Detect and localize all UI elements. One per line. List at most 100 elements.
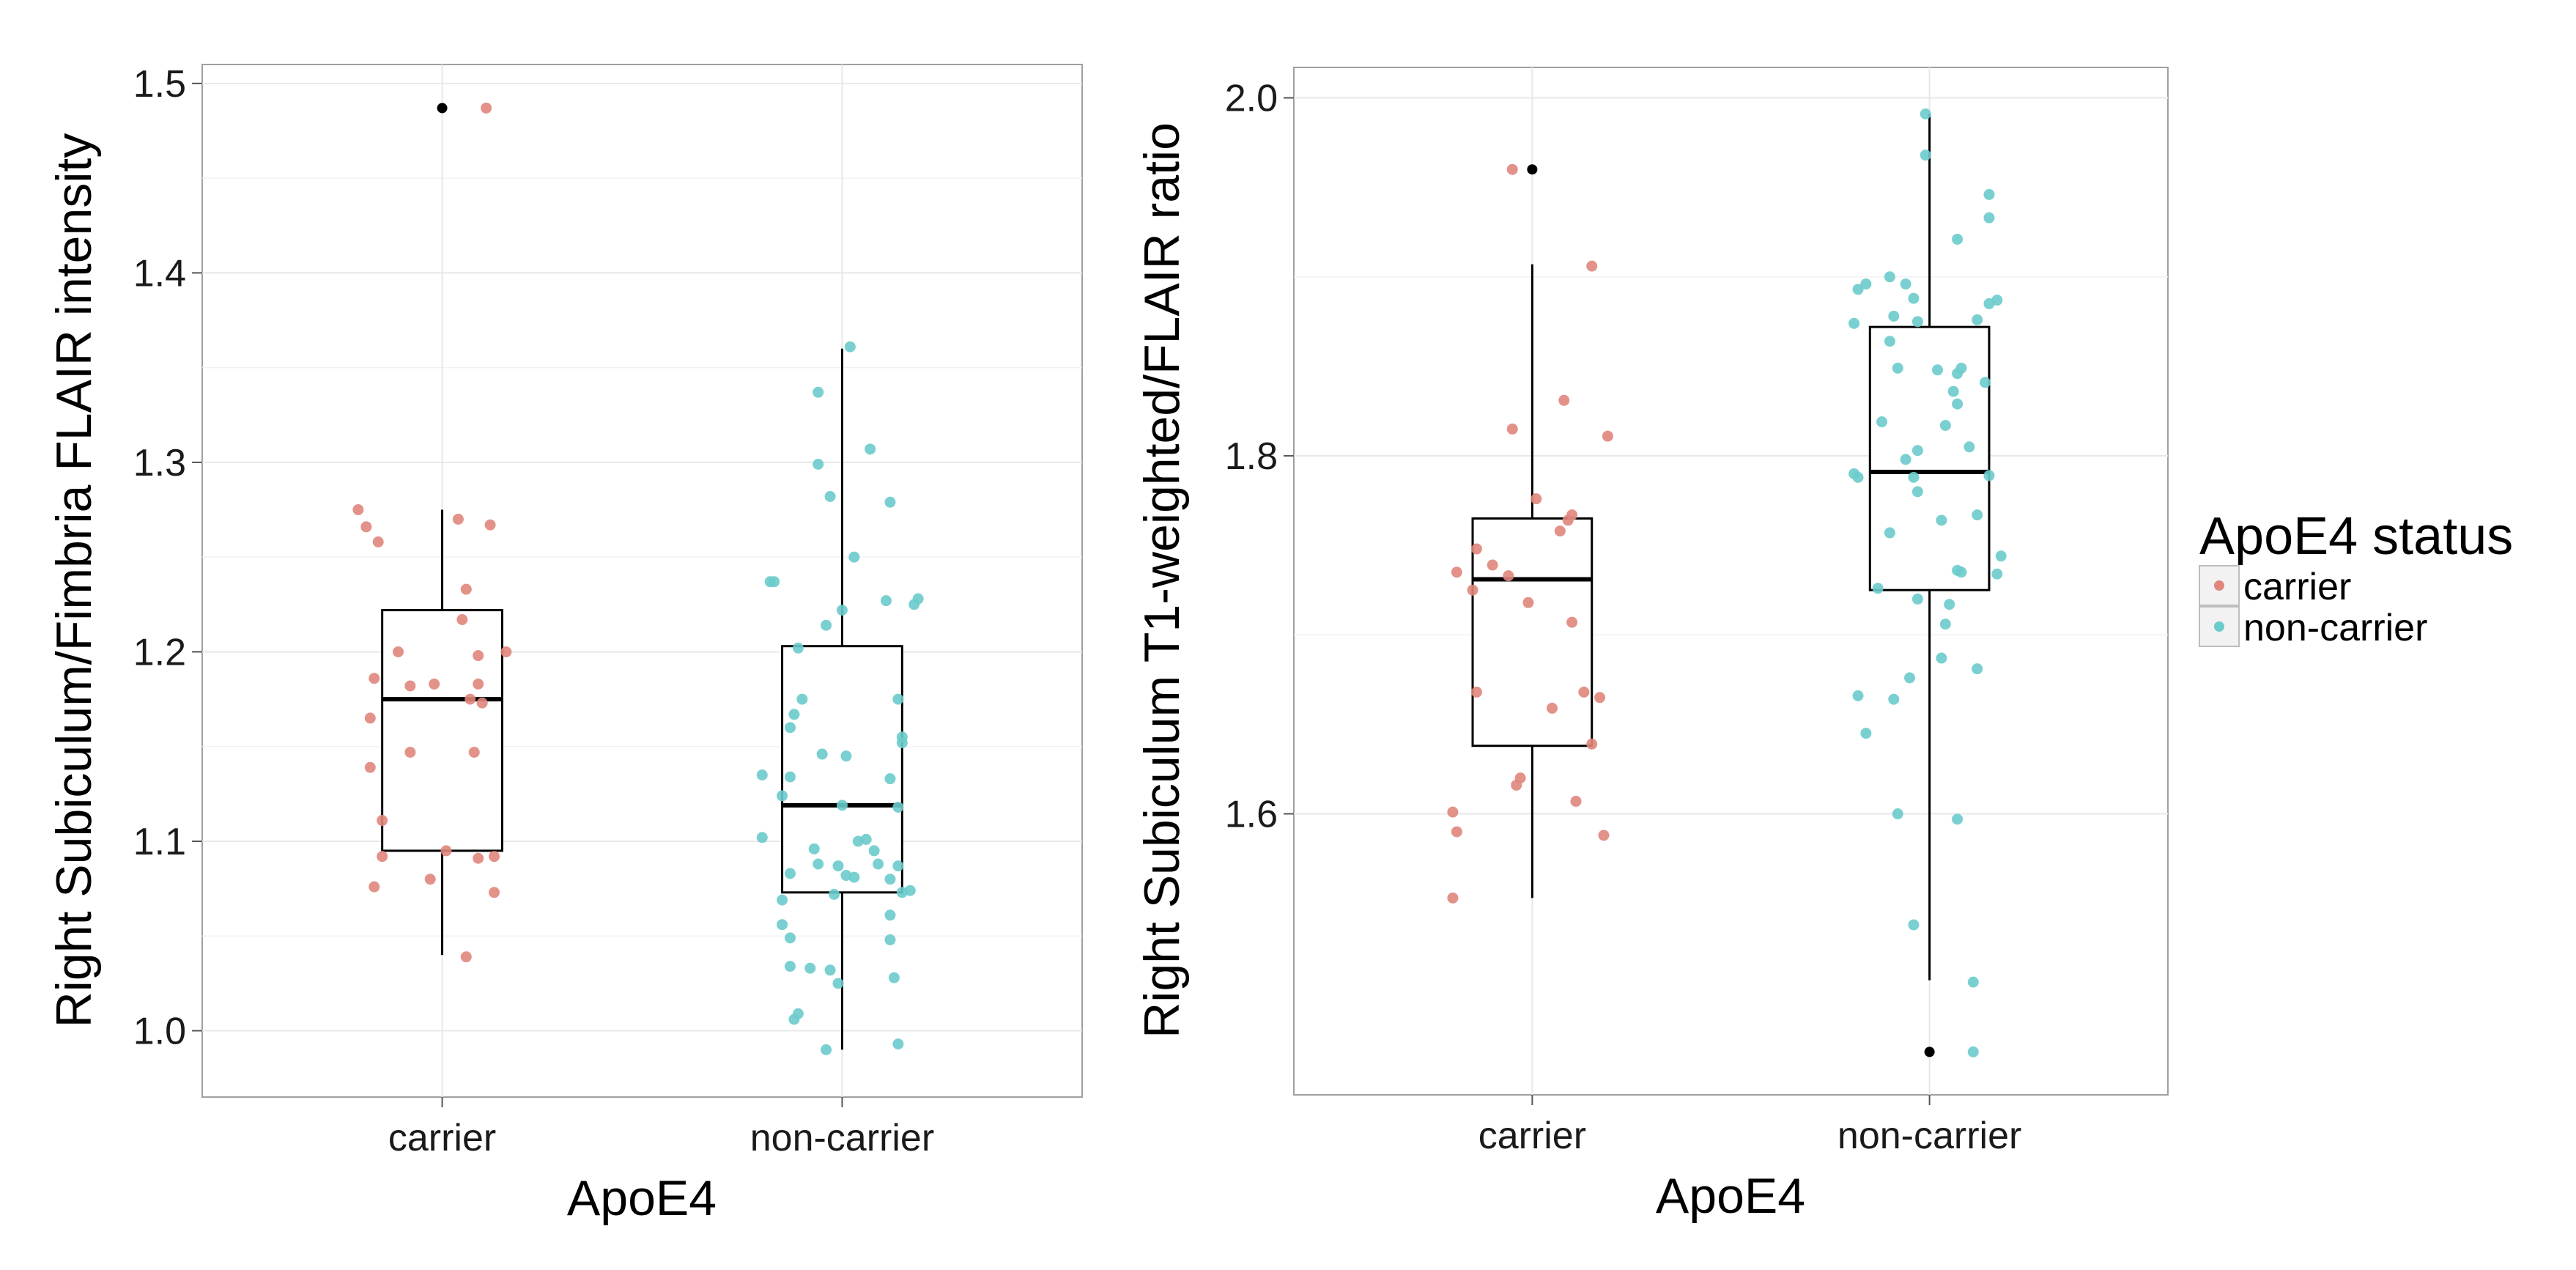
left-point-non-carrier	[832, 860, 844, 872]
left-point-carrier	[364, 712, 376, 724]
right-x-axis: carrier non-carrier	[1478, 1095, 2021, 1157]
left-box-non-carrier	[781, 645, 903, 894]
left-point-non-carrier	[868, 845, 880, 857]
left-point-carrier	[369, 881, 380, 893]
right-point-non-carrier	[1848, 317, 1860, 329]
left-y-tick-label: 1.2	[133, 631, 186, 673]
left-point-carrier	[489, 887, 500, 898]
left-point-non-carrier	[788, 1014, 800, 1025]
right-point-carrier	[1511, 779, 1522, 791]
left-point-carrier	[369, 673, 380, 684]
left-point-carrier	[404, 680, 416, 692]
right-point-carrier	[1447, 892, 1459, 904]
right-point-carrier	[1522, 597, 1534, 608]
left-point-non-carrier	[808, 843, 820, 854]
right-point-non-carrier	[1852, 471, 1864, 483]
left-y-tick-label: 1.3	[133, 442, 186, 484]
right-point-carrier	[1602, 430, 1613, 442]
left-point-non-carrier	[777, 894, 788, 906]
right-point-carrier	[1586, 260, 1598, 272]
right-gridlines	[1294, 67, 2168, 1095]
right-point-non-carrier	[1952, 398, 1964, 410]
left-point-non-carrier	[792, 642, 804, 654]
right-point-carrier	[1562, 514, 1574, 526]
left-point-carrier	[465, 693, 476, 705]
legend-label-non-carrier: non-carrier	[2243, 607, 2427, 649]
right-point-carrier	[1531, 493, 1542, 505]
right-point-non-carrier	[1955, 566, 1967, 578]
right-x-axis-title: ApoE4	[1656, 1168, 1805, 1224]
left-point-carrier	[460, 951, 472, 963]
legend-swatch-carrier	[2214, 580, 2224, 591]
right-y-axis-title: Right Subiculum T1-weighted/FLAIR ratio	[1134, 122, 1190, 1038]
left-point-carrier	[392, 646, 404, 657]
right-point-non-carrier	[1860, 278, 1872, 290]
left-point-non-carrier	[829, 888, 840, 900]
legend-item-non-carrier: non-carrier	[2199, 606, 2427, 649]
right-y-tick-label: 1.8	[1225, 435, 1278, 478]
left-point-non-carrier	[844, 341, 856, 352]
left-point-non-carrier	[884, 496, 896, 508]
left-y-tick-label: 1.0	[133, 1011, 186, 1053]
left-point-non-carrier	[824, 490, 836, 502]
right-point-non-carrier	[1904, 672, 1916, 684]
right-point-carrier	[1598, 830, 1610, 841]
right-point-non-carrier	[1955, 362, 1967, 374]
right-point-non-carrier	[1884, 271, 1895, 283]
left-jitter-points	[352, 102, 924, 1055]
right-point-non-carrier	[1931, 364, 1943, 376]
right-point-non-carrier	[1908, 471, 1920, 483]
left-box-carrier	[381, 609, 503, 852]
right-y-tick-label: 2.0	[1225, 78, 1278, 120]
left-point-non-carrier	[892, 1038, 904, 1050]
right-point-non-carrier	[1900, 278, 1911, 290]
left-outlier-carrier	[437, 103, 448, 114]
right-point-carrier	[1487, 559, 1498, 571]
left-point-non-carrier	[804, 962, 816, 974]
right-x-tick-label-non-carrier: non-carrier	[1837, 1115, 2021, 1157]
legend-swatch-non-carrier	[2214, 621, 2224, 632]
left-point-non-carrier	[784, 961, 796, 972]
left-point-non-carrier	[884, 934, 896, 945]
left-point-non-carrier	[884, 874, 896, 885]
right-point-carrier	[1451, 566, 1462, 578]
right-point-non-carrier	[1952, 233, 1964, 245]
left-point-carrier	[468, 746, 480, 758]
right-point-non-carrier	[1939, 420, 1951, 432]
left-point-carrier	[500, 646, 512, 657]
right-jitter-points	[1447, 108, 2007, 1057]
right-point-carrier	[1554, 525, 1566, 537]
right-box-non-carrier	[1868, 325, 1991, 591]
right-outlier-non-carrier	[1924, 1046, 1935, 1057]
left-point-carrier	[352, 504, 364, 516]
left-point-non-carrier	[784, 771, 796, 783]
right-point-non-carrier	[1983, 212, 1995, 224]
left-point-non-carrier	[873, 858, 884, 870]
right-point-non-carrier	[1947, 385, 1959, 397]
left-point-non-carrier	[824, 964, 836, 976]
left-y-axis: 1.0 1.1 1.2 1.3 1.4 1.5	[133, 63, 202, 1053]
left-point-carrier	[476, 697, 488, 709]
left-point-carrier	[372, 536, 384, 548]
left-point-carrier	[489, 851, 500, 863]
right-point-non-carrier	[1967, 976, 1979, 988]
left-point-non-carrier	[896, 887, 908, 898]
left-point-non-carrier	[832, 978, 844, 989]
right-point-non-carrier	[1911, 316, 1923, 328]
right-point-carrier	[1503, 570, 1514, 582]
right-point-non-carrier	[1920, 108, 1931, 120]
right-point-non-carrier	[1908, 292, 1920, 304]
right-point-non-carrier	[1908, 919, 1920, 931]
right-point-non-carrier	[1983, 188, 1995, 200]
right-point-carrier	[1470, 686, 1482, 698]
right-x-tick-label-carrier: carrier	[1478, 1115, 1586, 1157]
right-point-non-carrier	[1983, 298, 1995, 309]
right-point-carrier	[1578, 686, 1590, 698]
left-point-non-carrier	[836, 605, 848, 616]
left-point-non-carrier	[840, 750, 852, 762]
left-x-axis-title: ApoE4	[567, 1170, 717, 1226]
right-point-carrier	[1570, 795, 1582, 807]
legend: ApoE4 status carrier non-carrier	[2199, 507, 2513, 649]
left-point-non-carrier	[777, 919, 788, 931]
left-point-non-carrier	[769, 576, 780, 588]
